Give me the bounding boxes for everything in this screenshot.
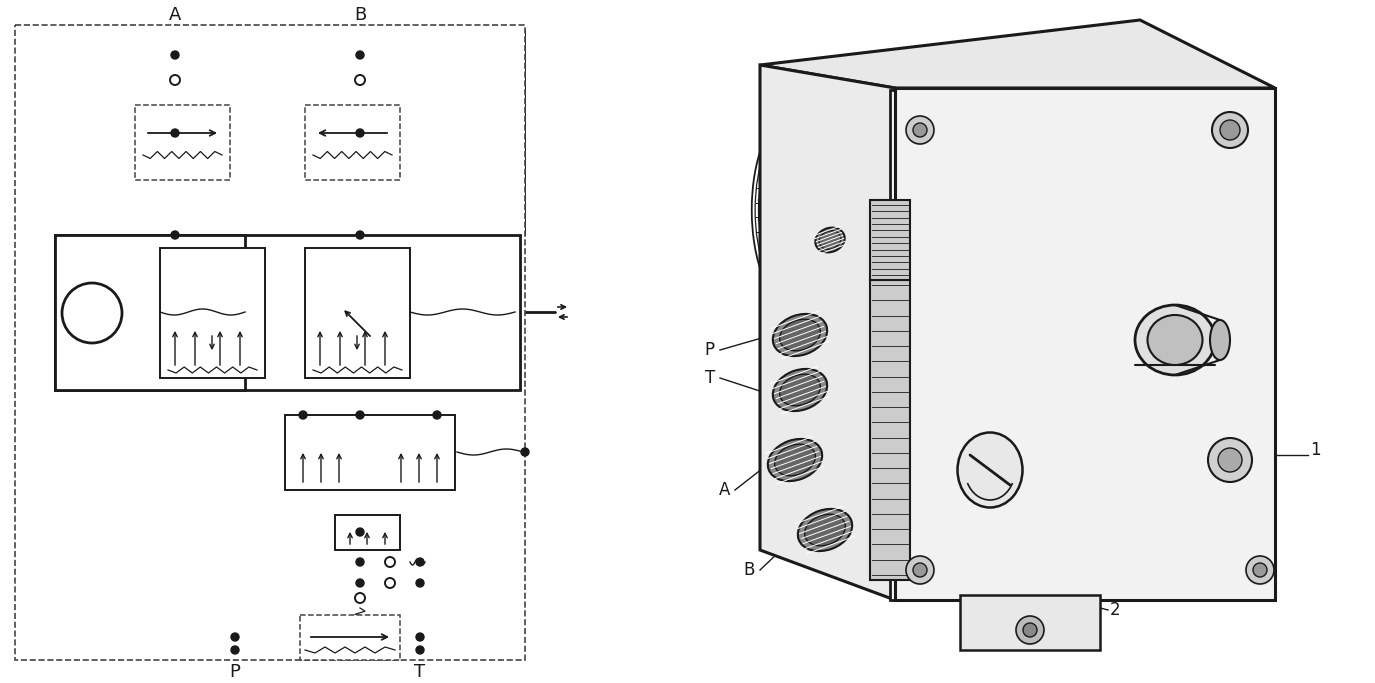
Circle shape [1211,112,1248,148]
Text: A: A [169,6,182,24]
Circle shape [913,563,927,577]
Circle shape [356,51,364,59]
Circle shape [1253,563,1266,577]
Ellipse shape [798,509,852,551]
Ellipse shape [773,314,828,356]
Circle shape [1209,438,1253,482]
Circle shape [433,411,441,419]
Circle shape [62,283,122,343]
Text: B: B [353,6,366,24]
Circle shape [356,231,364,239]
Circle shape [356,579,364,587]
Circle shape [1023,623,1037,637]
Ellipse shape [1210,320,1231,360]
Text: T: T [414,663,425,681]
Circle shape [231,646,239,654]
Circle shape [913,123,927,137]
Bar [55,235,245,390]
Bar [285,415,455,490]
Circle shape [170,51,179,59]
Circle shape [356,558,364,566]
Bar [300,615,400,660]
Text: P: P [230,663,241,681]
Circle shape [1016,616,1044,644]
Circle shape [231,633,239,641]
Ellipse shape [804,514,846,546]
Bar [135,105,230,180]
Circle shape [356,411,364,419]
Bar [15,25,525,660]
Circle shape [170,231,179,239]
Circle shape [356,528,364,536]
Ellipse shape [780,374,821,406]
Bar [305,248,410,378]
Circle shape [298,411,307,419]
Circle shape [1246,556,1275,584]
Circle shape [356,129,364,137]
Circle shape [906,556,934,584]
Circle shape [521,448,529,456]
Ellipse shape [815,227,844,253]
Polygon shape [870,200,910,280]
Polygon shape [890,90,1270,600]
Bar [305,105,400,180]
Text: A: A [719,481,730,499]
Circle shape [1218,448,1242,472]
Text: T: T [705,369,715,387]
Circle shape [417,579,424,587]
Ellipse shape [773,369,828,411]
Polygon shape [870,280,910,580]
Circle shape [417,633,424,641]
Ellipse shape [1134,305,1216,375]
Text: P: P [705,341,715,359]
Polygon shape [760,65,895,600]
Circle shape [906,116,934,144]
Circle shape [170,129,179,137]
Ellipse shape [780,319,821,351]
Text: 2: 2 [1110,601,1121,619]
Bar [160,248,265,378]
Circle shape [417,646,424,654]
Ellipse shape [1148,315,1203,365]
Polygon shape [810,125,846,310]
Ellipse shape [774,444,815,476]
Text: 1: 1 [1310,441,1320,459]
Bar [336,515,400,550]
Text: B: B [744,561,755,579]
Circle shape [417,558,424,566]
Polygon shape [960,595,1100,650]
Ellipse shape [820,231,842,249]
Ellipse shape [957,432,1023,507]
Polygon shape [760,20,1275,88]
Polygon shape [895,88,1275,600]
Ellipse shape [767,439,822,481]
Circle shape [1220,120,1240,140]
Bar [55,235,520,390]
